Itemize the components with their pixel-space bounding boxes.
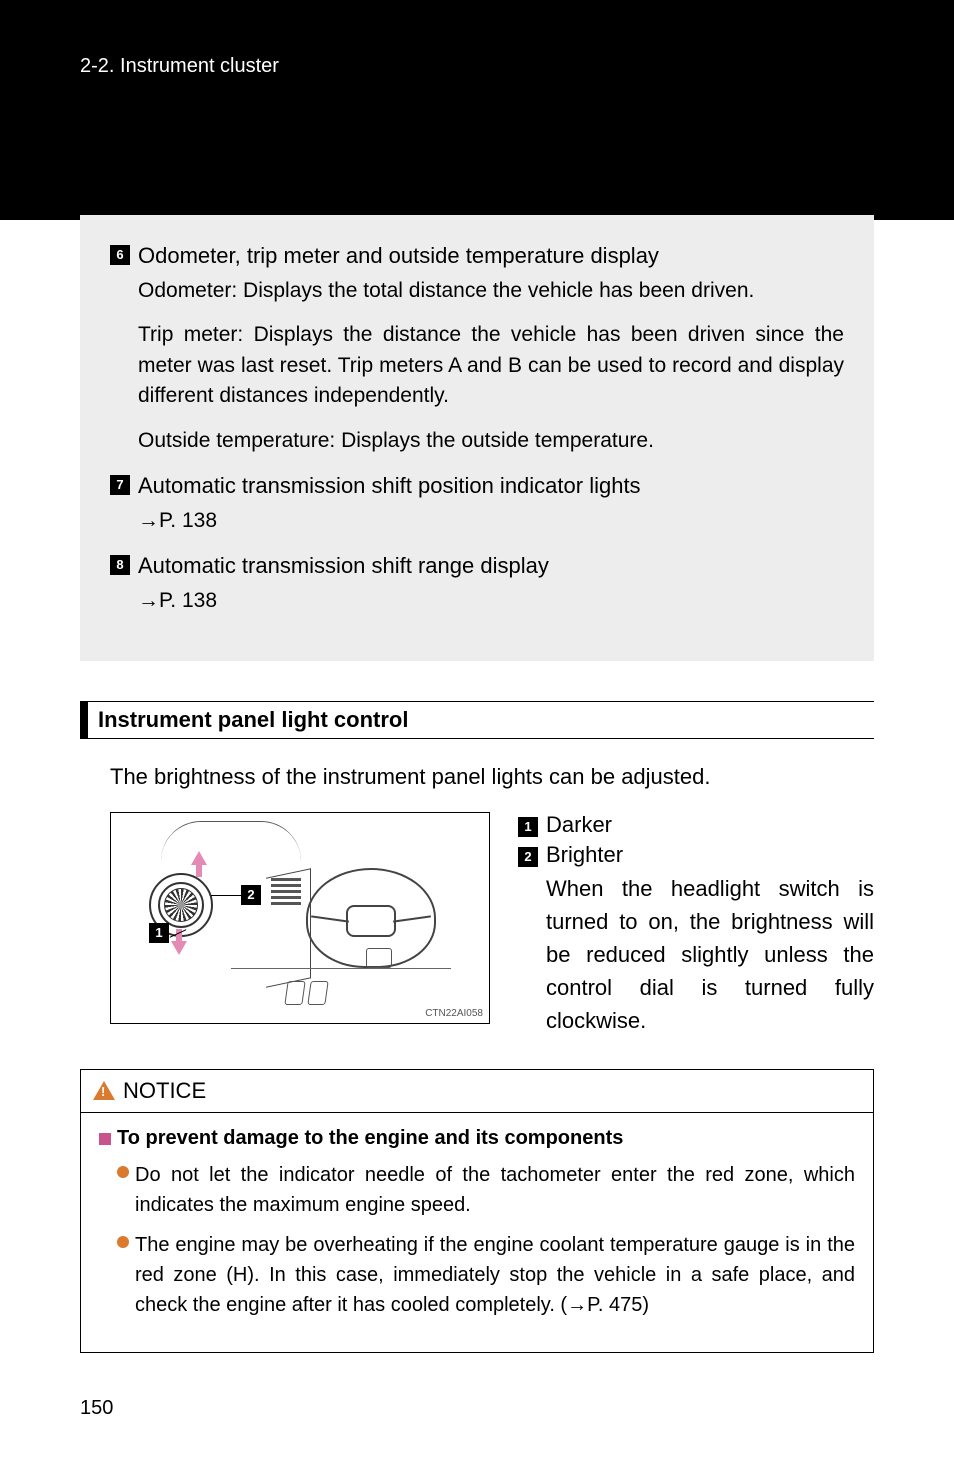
steering-hub — [346, 905, 396, 937]
header-band: 2-2. Instrument cluster — [0, 0, 954, 220]
diagram-illustration: 1 2 CTN22AI058 — [110, 812, 490, 1024]
right-item-2-label: Brighter — [546, 842, 623, 868]
figure-label: CTN22AI058 — [425, 1008, 483, 1019]
breadcrumb: 2-2. Instrument cluster — [80, 55, 279, 77]
dot-bullet-icon — [117, 1236, 129, 1248]
num-badge-r2: 2 — [518, 847, 538, 867]
square-bullet-icon — [99, 1133, 111, 1145]
notice-bullet-2: The engine may be overheating if the eng… — [117, 1230, 855, 1320]
notice-bullet-1-text: Do not let the indicator needle of the t… — [135, 1160, 855, 1220]
notice-box: NOTICE To prevent damage to the engine a… — [80, 1069, 874, 1353]
arrow-up-stem — [196, 863, 202, 877]
item-8-ref: →P. 138 — [138, 586, 844, 616]
arrow-up-icon — [191, 851, 207, 865]
right-list: 1 Darker 2 Brighter When the headlight s… — [518, 812, 874, 1037]
notice-bullet-2-text: The engine may be overheating if the eng… — [135, 1230, 855, 1320]
num-badge-8: 8 — [110, 555, 130, 575]
section-heading: Instrument panel light control — [80, 701, 874, 739]
item-8-line: 8 Automatic transmission shift range dis… — [110, 550, 844, 582]
notice-title: NOTICE — [123, 1078, 206, 1104]
right-item-1: 1 Darker — [518, 812, 874, 838]
num-badge-7: 7 — [110, 475, 130, 495]
two-column-row: 1 2 CTN22AI058 1 Darker 2 Brighter When … — [110, 812, 874, 1037]
column-vents — [271, 875, 301, 925]
item-7-title: Automatic transmission shift position in… — [138, 470, 641, 502]
section-intro: The brightness of the instrument panel l… — [110, 764, 874, 790]
right-item-2-body: When the headlight switch is turned to o… — [546, 872, 874, 1037]
dash-slot — [366, 948, 392, 968]
right-item-1-label: Darker — [546, 812, 612, 838]
item-7-ref: →P. 138 — [138, 506, 844, 536]
pedal-1 — [284, 981, 305, 1005]
callout-badge-2: 2 — [241, 885, 261, 905]
item-7-line: 7 Automatic transmission shift position … — [110, 470, 844, 502]
item-8-title: Automatic transmission shift range displ… — [138, 550, 549, 582]
warning-triangle-icon — [93, 1081, 115, 1100]
dash-arc — [161, 821, 301, 861]
num-badge-6: 6 — [110, 245, 130, 265]
item-6-para-0: Odometer: Displays the total distance th… — [138, 276, 844, 306]
item-6-line: 6 Odometer, trip meter and outside tempe… — [110, 240, 844, 272]
knob-teeth — [164, 888, 198, 922]
notice-body: To prevent damage to the engine and its … — [81, 1113, 873, 1352]
content-area: 6 Odometer, trip meter and outside tempe… — [0, 215, 954, 1353]
notice-subtitle-row: To prevent damage to the engine and its … — [99, 1127, 855, 1150]
page-number: 150 — [80, 1397, 113, 1420]
item-6-para-1: Trip meter: Displays the distance the ve… — [138, 320, 844, 411]
notice-bullet-1: Do not let the indicator needle of the t… — [117, 1160, 855, 1220]
num-badge-r1: 1 — [518, 817, 538, 837]
notice-header: NOTICE — [81, 1070, 873, 1113]
pedal-2 — [307, 981, 328, 1005]
arrow-down-icon — [171, 941, 187, 955]
item-6-para-2: Outside temperature: Displays the outsid… — [138, 426, 844, 456]
item-6-title: Odometer, trip meter and outside tempera… — [138, 240, 659, 272]
dot-bullet-icon — [117, 1166, 129, 1178]
notice-subtitle: To prevent damage to the engine and its … — [117, 1127, 623, 1150]
callout-badge-1: 1 — [149, 923, 169, 943]
leader-line-2 — [211, 895, 241, 896]
section-accent-bar — [80, 702, 88, 738]
right-item-2: 2 Brighter — [518, 842, 874, 868]
dash-lower-line — [231, 968, 451, 1008]
gray-info-box: 6 Odometer, trip meter and outside tempe… — [80, 215, 874, 661]
section-title: Instrument panel light control — [88, 702, 418, 738]
